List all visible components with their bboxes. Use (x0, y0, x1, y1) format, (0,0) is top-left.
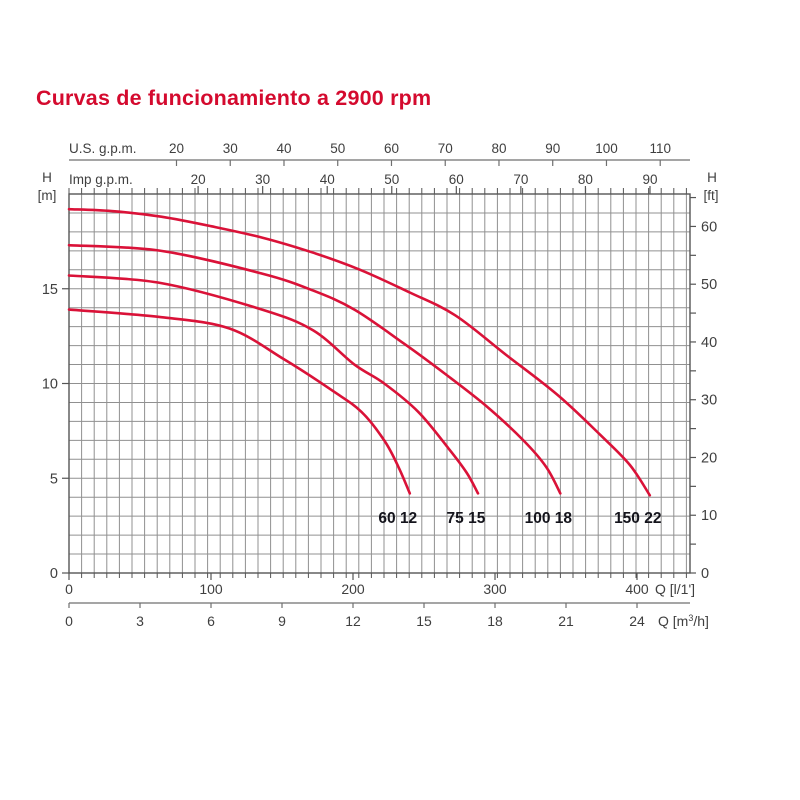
curve-100-18 (67, 243, 562, 495)
l-min-tick-label: 200 (341, 581, 365, 597)
h-ft-tick-label: 50 (701, 277, 717, 293)
imp-gpm-tick-label: 50 (384, 172, 399, 187)
us-gpm-tick-label: 50 (330, 141, 345, 156)
us-gpm-axis-label: U.S. g.p.m. (69, 141, 137, 156)
l-min-tick-label: 100 (199, 581, 223, 597)
us-gpm-tick-label: 30 (223, 141, 238, 156)
h-m-axis-label: H (42, 170, 52, 185)
m3-h-tick-label: 21 (558, 613, 574, 629)
l-min-tick-label: 400 (625, 581, 649, 597)
h-m-tick-label: 10 (42, 377, 58, 393)
curve-60-12 (67, 308, 412, 495)
imp-gpm-tick-label: 80 (578, 172, 593, 187)
h-ft-axis-unit: [ft] (703, 188, 718, 203)
m3-h-tick-label: 9 (278, 613, 286, 629)
m3-h-tick-label: 24 (629, 613, 645, 629)
m3-h-axis-label: Q [m3/h] (658, 613, 709, 629)
m3-h-tick-label: 3 (136, 613, 144, 629)
imp-gpm-tick-label: 40 (320, 172, 335, 187)
imp-gpm-axis-label: Imp g.p.m. (69, 172, 133, 187)
h-m-axis-unit: [m] (38, 188, 57, 203)
h-m-tick-label: 5 (50, 471, 58, 487)
h-ft-tick-label: 0 (701, 566, 709, 582)
curve-label-75-15: 75 15 (447, 510, 486, 527)
us-gpm-tick-label: 70 (438, 141, 453, 156)
imp-gpm-tick-label: 30 (255, 172, 270, 187)
curve-150-22 (67, 207, 652, 497)
us-gpm-tick-label: 100 (595, 141, 618, 156)
imp-gpm-tick-label: 70 (513, 172, 528, 187)
l-min-axis-label: Q [l/1'] (655, 581, 695, 597)
h-ft-tick-label: 60 (701, 219, 717, 235)
page-title: Curvas de funcionamiento a 2900 rpm (36, 86, 432, 110)
curve-label-100-18: 100 18 (525, 510, 573, 527)
us-gpm-tick-label: 90 (545, 141, 560, 156)
m3-h-tick-label: 18 (487, 613, 503, 629)
curve-75-15 (67, 274, 480, 495)
m3-h-tick-label: 15 (416, 613, 432, 629)
h-ft-tick-label: 20 (701, 450, 717, 466)
imp-gpm-tick-label: 90 (642, 172, 657, 187)
us-gpm-tick-label: 20 (169, 141, 184, 156)
us-gpm-tick-label: 60 (384, 141, 399, 156)
h-ft-axis-label: H (707, 170, 717, 185)
curve-label-150-22: 150 22 (614, 510, 661, 527)
curve-label-60-12: 60 12 (378, 510, 417, 527)
us-gpm-tick-label: 110 (649, 141, 671, 156)
h-ft-tick-label: 10 (701, 508, 717, 524)
h-m-tick-label: 0 (50, 566, 58, 582)
us-gpm-tick-label: 40 (276, 141, 291, 156)
imp-gpm-tick-label: 60 (449, 172, 464, 187)
imp-gpm-tick-label: 20 (191, 172, 206, 187)
h-ft-tick-label: 40 (701, 335, 717, 351)
m3-h-tick-label: 6 (207, 613, 215, 629)
m3-h-tick-label: 12 (345, 613, 361, 629)
l-min-tick-label: 300 (483, 581, 507, 597)
us-gpm-tick-label: 80 (491, 141, 506, 156)
l-min-tick-label: 0 (65, 581, 73, 597)
h-m-tick-label: 15 (42, 282, 58, 298)
m3-h-tick-label: 0 (65, 613, 73, 629)
h-ft-tick-label: 30 (701, 393, 717, 409)
